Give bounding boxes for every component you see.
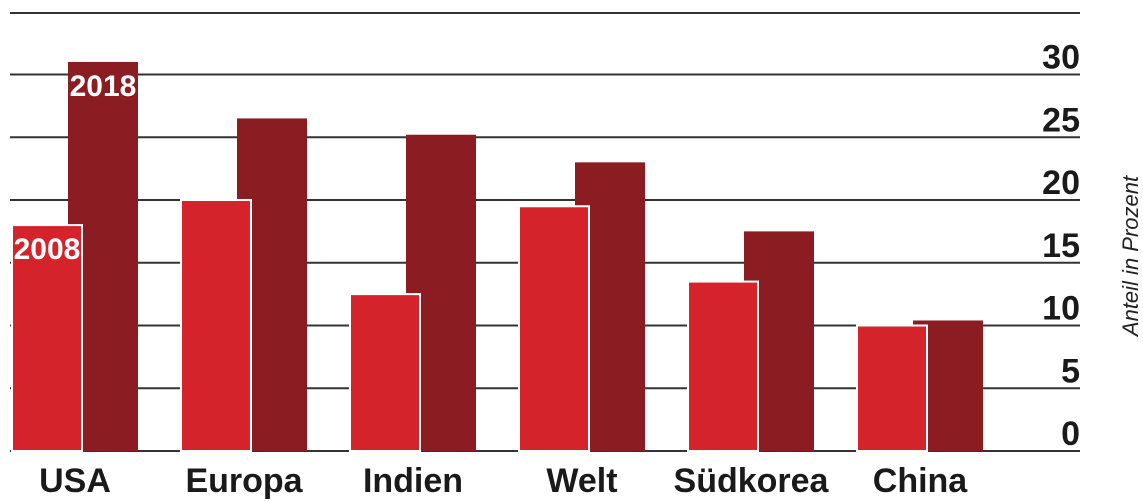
bar-2008-china — [857, 325, 927, 451]
category-label-indien: Indien — [363, 462, 463, 500]
y-tick-labels: 0 5 10 15 20 25 30 — [1042, 39, 1080, 454]
bar-outline-2008-europa — [180, 199, 252, 452]
series-tag-2008: 2008 — [14, 233, 81, 266]
y-tick-10: 10 — [1042, 290, 1080, 328]
bar-2008-südkorea — [688, 281, 758, 451]
category-label-südkorea: Südkorea — [674, 462, 830, 500]
bar-outline-2008-südkorea — [687, 280, 759, 453]
y-axis-title: Anteil in Prozent — [1118, 175, 1143, 338]
category-labels: USA Europa Indien Welt Südkorea China — [39, 462, 968, 500]
bar-outline-2008-usa — [11, 224, 83, 452]
bar-outline-2008-indien — [349, 293, 421, 452]
bar-2008-europa — [181, 200, 251, 451]
bar-outline-2008-china — [856, 324, 928, 452]
bar-2008-welt — [519, 206, 589, 451]
series-tag-2018: 2018 — [70, 70, 137, 103]
bar-outline-2008-welt — [518, 205, 590, 452]
y-tick-25: 25 — [1042, 101, 1080, 139]
y-tick-5: 5 — [1061, 352, 1080, 390]
y-tick-0: 0 — [1061, 415, 1080, 453]
category-label-usa: USA — [39, 462, 111, 500]
bar-2008-usa — [12, 225, 82, 451]
bar-2008-indien — [350, 294, 420, 451]
y-tick-15: 15 — [1042, 227, 1080, 265]
category-label-welt: Welt — [546, 462, 617, 500]
y-tick-20: 20 — [1042, 164, 1080, 202]
y-tick-30: 30 — [1042, 39, 1080, 77]
category-label-china: China — [873, 462, 969, 500]
series-tags: 2008 2018 — [14, 70, 137, 266]
bars — [11, 61, 983, 453]
category-label-europa: Europa — [185, 462, 303, 500]
